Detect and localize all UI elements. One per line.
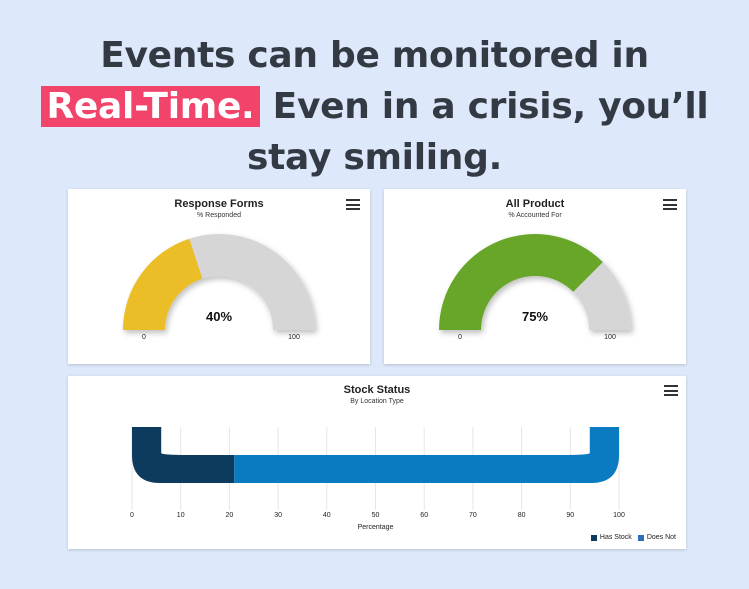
legend-item-does-not[interactable]: Does Not xyxy=(637,534,676,541)
gauge-value-label: 75% xyxy=(522,309,548,324)
hamburger-menu-icon xyxy=(663,199,677,210)
x-tick-label: 60 xyxy=(420,512,428,519)
legend-label: Has Stock xyxy=(599,534,632,541)
hamburger-menu-icon xyxy=(346,199,360,210)
gauge-value-arc xyxy=(123,238,203,330)
legend-label: Does Not xyxy=(646,534,676,541)
all-product-card: All Product % Accounted For 75% 0 100 xyxy=(384,189,686,364)
chart-title: Response Forms xyxy=(174,198,264,210)
chart-title: Stock Status xyxy=(343,384,411,396)
gauge-track xyxy=(573,262,631,330)
x-tick-label: 20 xyxy=(226,512,234,519)
x-tick-label: 100 xyxy=(613,512,625,519)
x-tick-label: 50 xyxy=(372,512,380,519)
chart-menu-button[interactable] xyxy=(663,199,677,210)
legend-swatch xyxy=(637,534,644,541)
x-tick-label: 30 xyxy=(274,512,282,519)
headline-line-3: stay smiling. xyxy=(247,137,502,178)
gauge-track xyxy=(189,234,315,330)
gauge-max-label: 100 xyxy=(288,334,300,341)
x-axis-label: Percentage xyxy=(358,524,394,531)
gauge-max-label: 100 xyxy=(604,334,616,341)
bar-segment-has-stock xyxy=(132,427,235,483)
gauge-value-label: 40% xyxy=(206,309,232,324)
legend-swatch xyxy=(590,534,597,541)
chart-legend: Has Stock Does Not xyxy=(590,534,676,541)
x-tick-label: 40 xyxy=(323,512,331,519)
stock-status-chart: 0 10 20 30 40 50 60 70 80 90 100 Percentage xyxy=(130,427,625,531)
bar-segment-does-not xyxy=(234,427,619,483)
chart-subtitle: % Responded xyxy=(197,212,241,219)
x-tick-label: 10 xyxy=(177,512,185,519)
gauge-min-label: 0 xyxy=(458,334,462,341)
chart-menu-button[interactable] xyxy=(346,199,360,210)
chart-subtitle: By Location Type xyxy=(350,398,404,405)
stock-status-card: Stock Status By Location Type 0 10 20 30 40 5… xyxy=(68,376,686,549)
x-tick-label: 0 xyxy=(130,512,134,519)
response-forms-card: Response Forms % Responded 40% 0 100 xyxy=(68,189,370,364)
chart-menu-button[interactable] xyxy=(664,385,678,396)
all-product-gauge: 75% 0 100 xyxy=(439,234,631,341)
x-tick-label: 90 xyxy=(566,512,574,519)
x-tick-label: 80 xyxy=(518,512,526,519)
chart-title: All Product xyxy=(505,198,565,210)
hamburger-menu-icon xyxy=(664,385,678,396)
headline-line-1: Events can be monitored in xyxy=(100,35,649,76)
gauge-value-arc xyxy=(439,234,603,330)
headline-line-2: Real-Time. Even in a crisis, you’ll xyxy=(0,81,749,132)
response-forms-gauge: 40% 0 100 xyxy=(123,234,315,341)
chart-subtitle: % Accounted For xyxy=(508,212,562,219)
legend-item-has-stock[interactable]: Has Stock xyxy=(590,534,632,541)
headline: Events can be monitored in Real-Time. Ev… xyxy=(0,30,749,183)
x-tick-label: 70 xyxy=(469,512,477,519)
headline-line-2-rest: Even in a crisis, you’ll xyxy=(260,86,709,127)
headline-highlight: Real-Time. xyxy=(40,86,261,127)
gauge-min-label: 0 xyxy=(142,334,146,341)
